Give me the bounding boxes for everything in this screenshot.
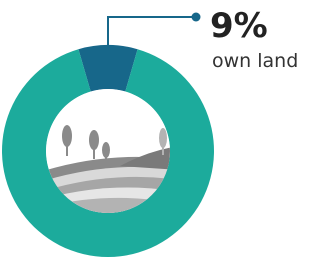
leader-dot	[192, 13, 201, 22]
value-label: 9%	[210, 6, 268, 46]
category-label: own land	[212, 50, 298, 72]
leader-line	[108, 17, 193, 46]
page: {"chart_data": {"type": "pie", "categori…	[0, 0, 314, 262]
chart: 9% own land	[0, 0, 314, 262]
